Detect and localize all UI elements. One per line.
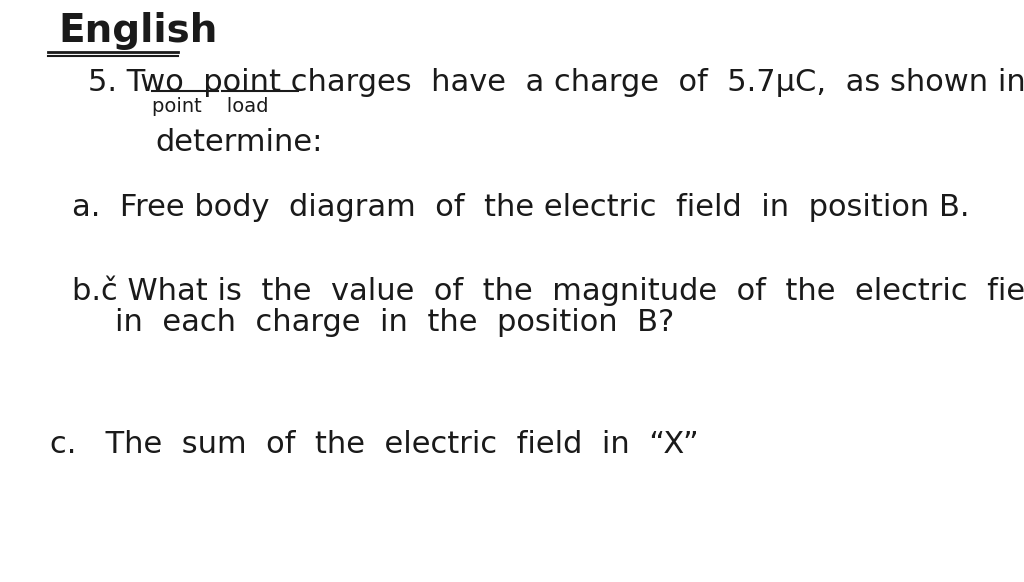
Text: c.   The  sum  of  the  electric  field  in  “X”: c. The sum of the electric field in “X”	[50, 430, 698, 459]
Text: b.č What is  the  value  of  the  magnitude  of  the  electric  field: b.č What is the value of the magnitude o…	[72, 275, 1024, 306]
Text: determine:: determine:	[155, 128, 323, 157]
Text: in  each  charge  in  the  position  B?: in each charge in the position B?	[115, 308, 674, 337]
Text: point    load: point load	[152, 97, 268, 116]
Text: a.  Free body  diagram  of  the electric  field  in  position B.: a. Free body diagram of the electric fie…	[72, 193, 970, 222]
Text: English: English	[58, 12, 217, 50]
Text: 5. Two  point charges  have  a charge  of  5.7μC,  as shown in figure2,: 5. Two point charges have a charge of 5.…	[88, 68, 1024, 97]
